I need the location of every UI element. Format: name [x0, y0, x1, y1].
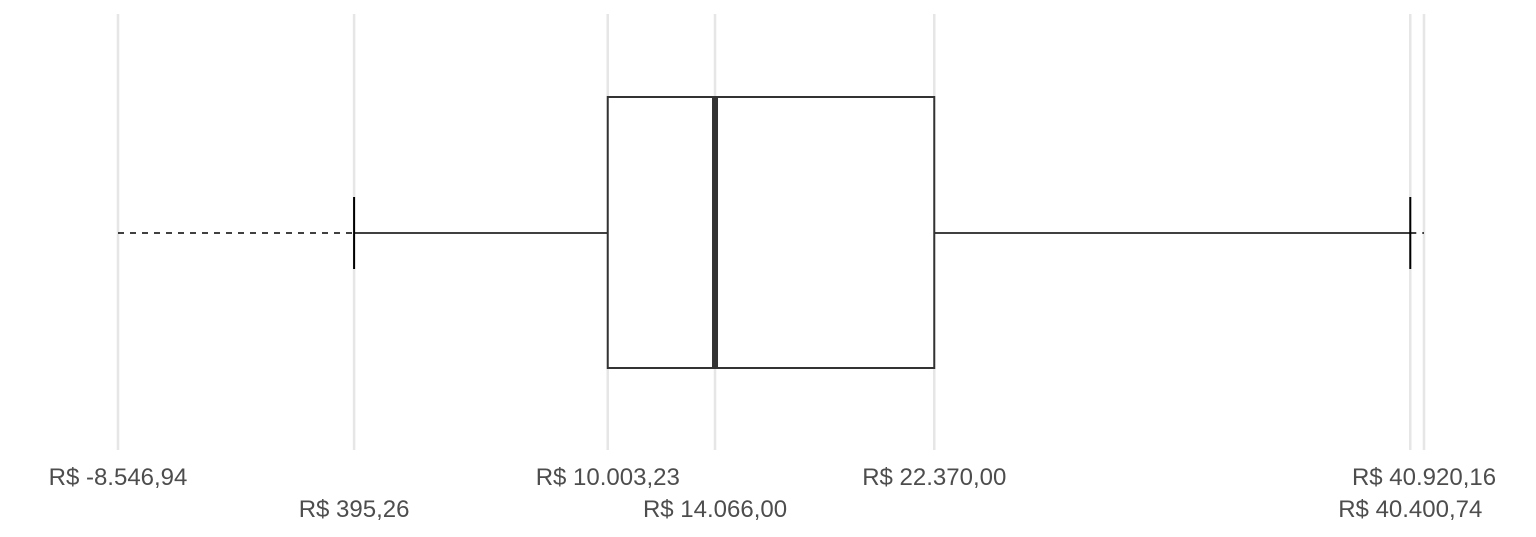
- tick-label-upper_fence: R$ 40.920,16: [1352, 464, 1496, 491]
- plot-layer: [118, 96, 1424, 369]
- tick-label-lower_fence: R$ -8.546,94: [49, 464, 188, 491]
- tick-labels: R$ -8.546,94 R$ 395,26 R$ 10.003,23 R$ 14.0…: [49, 464, 1496, 523]
- iqr-box: [606, 96, 936, 369]
- tick-label-upper_whisker: R$ 40.400,74: [1338, 496, 1482, 523]
- tick-label-q1: R$ 10.003,23: [536, 464, 680, 491]
- tick-label-median: R$ 14.066,00: [643, 496, 787, 523]
- tick-label-q3: R$ 22.370,00: [862, 464, 1006, 491]
- tick-label-lower_whisker: R$ 395,26: [299, 496, 410, 523]
